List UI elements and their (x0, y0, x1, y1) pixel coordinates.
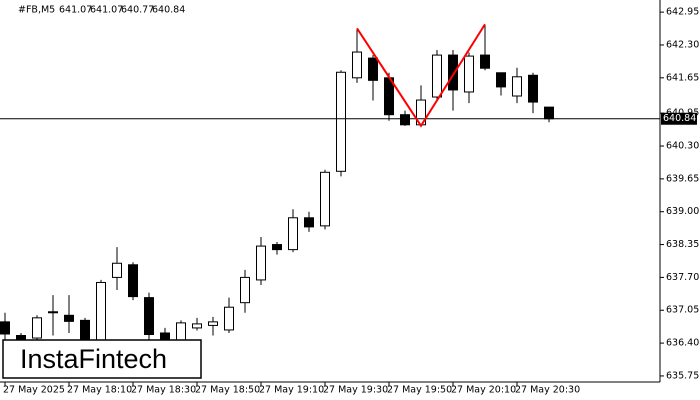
y-tick-label: 637.70 (666, 272, 699, 283)
current-price-label: 640.84 (663, 113, 696, 124)
candle-body (432, 54, 442, 98)
candle-body (544, 106, 554, 120)
y-tick-label: 636.40 (666, 338, 699, 349)
candle-body (496, 72, 506, 88)
candle-body (112, 262, 122, 278)
y-tick-label: 639.00 (666, 206, 699, 217)
x-tick-label: 27 May 2025 (3, 385, 65, 396)
y-tick-label: 637.05 (666, 305, 699, 316)
header-value: 641.07 (59, 5, 92, 16)
header-value: 640.77 (121, 5, 154, 16)
y-tick-label: 640.30 (666, 141, 699, 152)
candle-body (400, 114, 410, 126)
logo-box (2, 339, 202, 379)
y-tick-label: 635.75 (666, 370, 699, 381)
candle-body (512, 76, 522, 97)
x-tick-label: 27 May 19:50 (387, 385, 452, 396)
candle-body (160, 332, 170, 340)
y-tick-label: 641.65 (666, 72, 699, 83)
x-tick-label: 27 May 20:30 (515, 385, 580, 396)
candle-body (32, 317, 42, 339)
candle-body (368, 57, 378, 81)
candle-body (320, 171, 330, 227)
candle-body (96, 281, 106, 342)
y-tick-label: 642.95 (666, 7, 699, 18)
candle-body (48, 311, 58, 314)
candle-body (80, 319, 90, 342)
y-tick-label: 642.30 (666, 39, 699, 50)
candle-body (176, 322, 186, 342)
x-tick-label: 27 May 19:10 (259, 385, 324, 396)
candle-body (144, 297, 154, 336)
y-tick-label: 639.65 (666, 173, 699, 184)
candle-body (272, 244, 282, 251)
candle-body (208, 321, 218, 326)
x-tick-label: 27 May 19:30 (323, 385, 388, 396)
candle-body (304, 217, 314, 228)
candle-body (128, 264, 138, 298)
candle-body (224, 306, 234, 331)
header-value: 640.84 (152, 5, 185, 16)
candle-body (464, 55, 474, 93)
candle-body (448, 54, 458, 91)
header-value: 641.07 (90, 5, 123, 16)
candle-body (288, 217, 298, 251)
candle-body (64, 314, 74, 322)
candle-body (256, 245, 266, 281)
x-tick-label: 27 May 18:10 (67, 385, 132, 396)
current-price-box (661, 112, 697, 125)
chart-symbol: #FB,M5 (18, 5, 55, 16)
candle-body (352, 51, 362, 79)
logo: InstaFintech (20, 344, 167, 374)
pattern-line (356, 23, 486, 128)
candle-body (480, 54, 490, 69)
candle-body (336, 71, 346, 172)
candle-body (240, 276, 250, 304)
x-tick-label: 27 May 18:50 (195, 385, 260, 396)
y-tick-label: 638.35 (666, 239, 699, 250)
candle-body (528, 74, 538, 103)
x-tick-label: 27 May 18:30 (131, 385, 196, 396)
x-tick-label: 27 May 20:10 (451, 385, 516, 396)
candle-body (0, 321, 10, 335)
candle-body (192, 323, 202, 329)
